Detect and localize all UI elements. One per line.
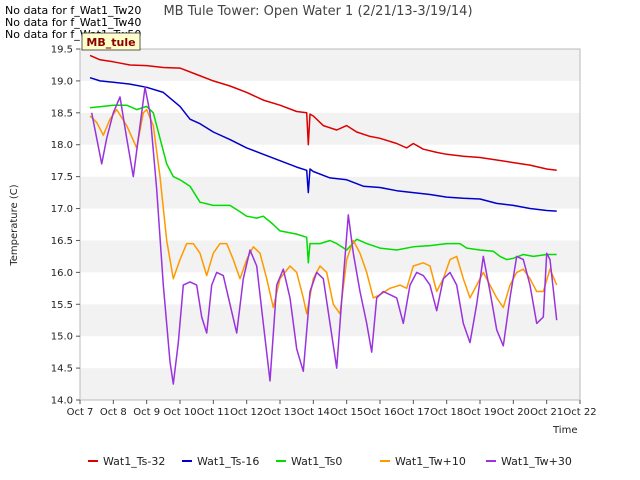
x-axis-label: Time [552,425,577,436]
y-tick-label: 17.5 [51,172,73,183]
grid-band [80,80,580,113]
x-tick-label: Oct 15 [330,407,363,418]
grid-band [80,368,580,400]
y-tick-label: 19.5 [51,45,73,56]
y-tick-label: 14.0 [51,396,73,407]
site-badge: MB_tule [81,32,141,51]
y-tick-label: 18.5 [51,108,73,119]
x-tick-label: Oct 8 [100,407,127,418]
series-line [89,104,557,264]
x-tick-label: Oct 18 [430,407,463,418]
site-badge-label: MB_tule [86,36,135,49]
y-tick-label: 16.5 [51,236,73,247]
grid-band [80,112,580,145]
chart-title: MB Tule Tower: Open Water 1 (2/21/13-3/1… [163,4,472,19]
y-tick-label: 18.0 [51,140,73,151]
x-tick-label: Oct 13 [263,407,296,418]
grid-band [80,49,580,81]
legend-label: Wat1_Ts-32 [103,455,165,468]
series-lines [89,54,558,385]
x-tick-label: Oct 17 [397,407,430,418]
series-line [90,86,558,385]
x-tick-label: Oct 9 [133,407,160,418]
y-tick-label: 15.5 [51,300,73,311]
x-tick-label: Oct 21 [530,407,563,418]
plot-frame [79,48,581,401]
legend-label: Wat1_Tw+10 [395,455,466,468]
series-line [89,76,557,212]
legend-label: Wat1_Ts-16 [197,455,259,468]
y-tick-label: 15.0 [51,332,73,343]
y-axis: 14.0 14.5 15.0 15.5 16.0 16.5 17.0 17.5 18.0 18.5… [51,45,80,407]
grid-band [80,240,580,273]
grid-band [80,336,580,369]
no-data-message: No data for f_Wat1_Tw20 [5,4,142,17]
y-tick-label: 19.0 [51,76,73,87]
x-tick-label: Oct 19 [463,407,496,418]
x-tick-label: Oct 20 [497,407,530,418]
legend-label: Wat1_Ts0 [291,455,342,468]
x-tick-label: Oct 10 [163,407,196,418]
x-axis: Oct 7 Oct 8 Oct 9 Oct 10 Oct 11 Oct 12 Oct 13 O… [67,400,597,418]
site-badge-box [81,32,141,51]
series-line [89,54,557,172]
grid-band [80,208,580,241]
x-tick-label: Oct 11 [197,407,230,418]
x-tick-label: Oct 14 [297,407,330,418]
x-tick-label: Oct 7 [67,407,94,418]
no-data-message: No data for f_Wat1_Tw40 [5,16,142,29]
legend-label: Wat1_Tw+30 [501,455,572,468]
x-tick-label: Oct 16 [363,407,396,418]
y-tick-label: 16.0 [51,268,73,279]
y-tick-label: 17.0 [51,204,73,215]
x-tick-label: Oct 12 [230,407,263,418]
x-tick-label: Oct 22 [563,407,596,418]
grid-bands [80,49,580,400]
y-tick-label: 14.5 [51,364,73,375]
y-axis-label: Temperature (C) [9,184,20,266]
legend: Wat1_Ts-32 Wat1_Ts-16 Wat1_Ts0 Wat1_Tw+10 Wa… [88,455,572,468]
